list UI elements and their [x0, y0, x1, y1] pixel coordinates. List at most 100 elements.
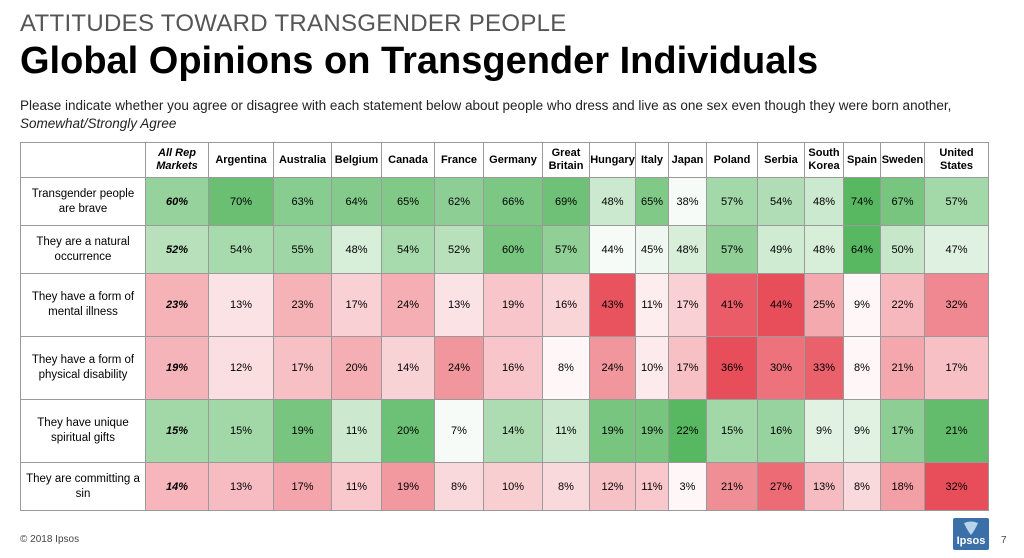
data-cell: 22%	[880, 273, 925, 337]
table-row: Transgender people are brave 60% 70% 63% 64%…	[20, 177, 989, 226]
data-cell: 12%	[589, 462, 636, 511]
data-cell: 16%	[542, 273, 590, 337]
data-cell: 19%	[381, 462, 435, 511]
data-cell: 14%	[483, 399, 543, 463]
data-cell: 13%	[434, 273, 484, 337]
data-cell: 65%	[635, 177, 669, 226]
data-cell: 69%	[542, 177, 590, 226]
column-header: Germany	[483, 142, 543, 178]
data-cell: 13%	[208, 462, 274, 511]
data-cell: 8%	[542, 336, 590, 400]
data-cell: 11%	[331, 399, 382, 463]
data-cell: 20%	[331, 336, 382, 400]
data-cell: 10%	[635, 336, 669, 400]
data-cell: 47%	[924, 225, 989, 274]
data-cell: 11%	[331, 462, 382, 511]
subtitle: Please indicate whether you agree or dis…	[20, 97, 1020, 133]
data-cell: 57%	[542, 225, 590, 274]
page-title: Global Opinions on Transgender Individua…	[20, 40, 819, 82]
data-cell: 19%	[273, 399, 332, 463]
column-header: Belgium	[331, 142, 382, 178]
data-cell: 17%	[924, 336, 989, 400]
column-header: Spain	[843, 142, 881, 178]
data-cell: 9%	[804, 399, 844, 463]
data-cell: 17%	[668, 336, 707, 400]
column-header: Italy	[635, 142, 669, 178]
data-cell: 32%	[924, 462, 989, 511]
data-cell: 20%	[381, 399, 435, 463]
data-cell: 23%	[273, 273, 332, 337]
table-row: They have a form of physical disability 1…	[20, 336, 989, 400]
data-cell: 22%	[668, 399, 707, 463]
data-cell: 70%	[208, 177, 274, 226]
data-cell: 18%	[880, 462, 925, 511]
data-cell: 8%	[542, 462, 590, 511]
header-corner	[20, 142, 146, 178]
data-cell: 36%	[706, 336, 758, 400]
data-cell: 48%	[589, 177, 636, 226]
data-cell: 48%	[804, 225, 844, 274]
table-row: They are a natural occurrence 52% 54% 55% 48…	[20, 225, 989, 274]
column-header: Argentina	[208, 142, 274, 178]
data-cell: 14%	[145, 462, 209, 511]
data-cell: 48%	[668, 225, 707, 274]
data-cell: 52%	[434, 225, 484, 274]
data-cell: 11%	[635, 462, 669, 511]
data-cell: 32%	[924, 273, 989, 337]
data-cell: 54%	[208, 225, 274, 274]
column-header: Japan	[668, 142, 707, 178]
column-header: Sweden	[880, 142, 925, 178]
data-cell: 44%	[757, 273, 805, 337]
data-cell: 15%	[145, 399, 209, 463]
data-cell: 57%	[706, 225, 758, 274]
data-cell: 41%	[706, 273, 758, 337]
data-cell: 24%	[434, 336, 484, 400]
kicker: ATTITUDES TOWARD TRANSGENDER PEOPLE	[20, 10, 567, 37]
data-cell: 9%	[843, 273, 881, 337]
data-cell: 67%	[880, 177, 925, 226]
data-cell: 24%	[381, 273, 435, 337]
data-cell: 24%	[589, 336, 636, 400]
data-cell: 57%	[706, 177, 758, 226]
data-cell: 65%	[381, 177, 435, 226]
heatmap-table: All Rep Markets Argentina Australia Belgium…	[20, 142, 989, 511]
column-header: Poland	[706, 142, 758, 178]
data-cell: 54%	[757, 177, 805, 226]
row-label: They have a form of mental illness	[20, 273, 146, 337]
column-header: Australia	[273, 142, 332, 178]
data-cell: 19%	[589, 399, 636, 463]
data-cell: 13%	[804, 462, 844, 511]
data-cell: 11%	[635, 273, 669, 337]
data-cell: 30%	[757, 336, 805, 400]
data-cell: 43%	[589, 273, 636, 337]
data-cell: 19%	[483, 273, 543, 337]
subtitle-text: Please indicate whether you agree or dis…	[20, 98, 952, 113]
data-cell: 11%	[542, 399, 590, 463]
data-cell: 8%	[843, 462, 881, 511]
data-cell: 19%	[635, 399, 669, 463]
data-cell: 57%	[924, 177, 989, 226]
data-cell: 7%	[434, 399, 484, 463]
data-cell: 21%	[706, 462, 758, 511]
ipsos-logo-mark-icon	[964, 521, 978, 535]
column-header: South Korea	[804, 142, 844, 178]
data-cell: 17%	[273, 336, 332, 400]
column-header: All Rep Markets	[145, 142, 209, 178]
row-label: They are a natural occurrence	[20, 225, 146, 274]
column-header: France	[434, 142, 484, 178]
data-cell: 52%	[145, 225, 209, 274]
data-cell: 25%	[804, 273, 844, 337]
column-header: Canada	[381, 142, 435, 178]
table-row: They have a form of mental illness 23% 13%…	[20, 273, 989, 337]
data-cell: 16%	[757, 399, 805, 463]
data-cell: 54%	[381, 225, 435, 274]
data-cell: 38%	[668, 177, 707, 226]
table-row: They are committing a sin 14% 13% 17% 11% 19%…	[20, 462, 989, 511]
data-cell: 17%	[273, 462, 332, 511]
data-cell: 9%	[843, 399, 881, 463]
subtitle-emphasis: Somewhat/Strongly Agree	[20, 116, 177, 131]
data-cell: 10%	[483, 462, 543, 511]
data-cell: 60%	[483, 225, 543, 274]
data-cell: 12%	[208, 336, 274, 400]
data-cell: 63%	[273, 177, 332, 226]
